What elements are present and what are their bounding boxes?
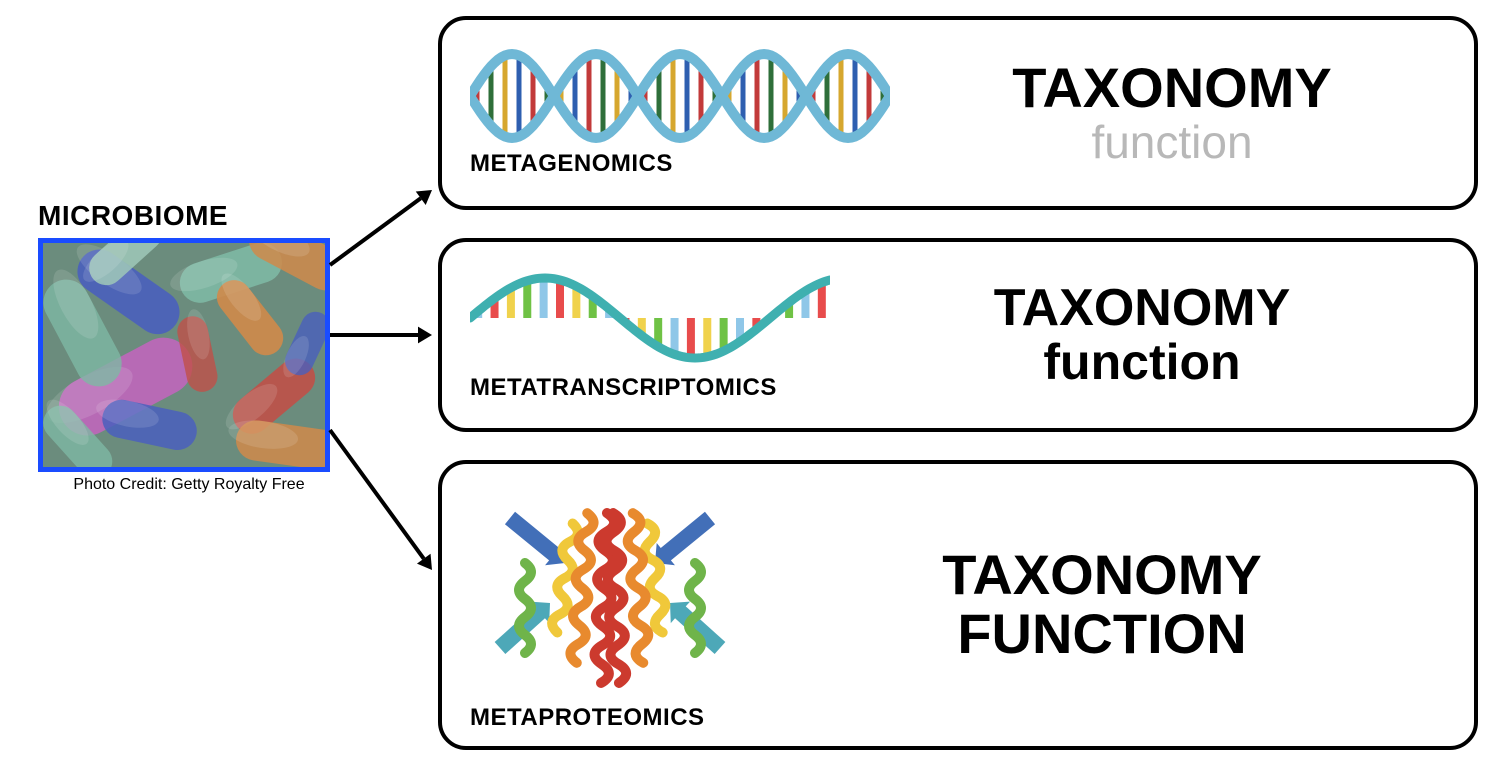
panel-metagenomics: METAGENOMICS TAXONOMYfunction <box>438 16 1478 210</box>
source-block: MICROBIOME Photo Credit: Getty Royalty F… <box>38 200 340 494</box>
panel-metatranscriptomics: METATRANSCRIPTOMICS TAXONOMYfunction <box>438 238 1478 432</box>
source-title: MICROBIOME <box>38 200 340 232</box>
metatranscriptomics-icon <box>470 268 830 368</box>
arrow-top <box>330 198 421 265</box>
panel-left: METAGENOMICS <box>470 48 910 178</box>
panel-left: METATRANSCRIPTOMICS <box>470 268 850 402</box>
panel-right: TAXONOMYfunction <box>850 281 1434 388</box>
function-label: function <box>1091 118 1252 166</box>
panel-left: METAPROTEOMICS <box>470 478 770 732</box>
panel-label: METATRANSCRIPTOMICS <box>470 374 777 402</box>
function-label: function <box>1043 336 1240 389</box>
microbiome-image <box>38 238 330 472</box>
arrow-bot-head <box>417 554 432 570</box>
metaproteomics-icon <box>470 478 750 698</box>
taxonomy-label: TAXONOMY <box>1012 59 1331 118</box>
arrow-top-head <box>416 190 432 205</box>
function-label: FUNCTION <box>957 605 1246 664</box>
panel-right: TAXONOMYfunction <box>910 59 1434 166</box>
panel-right: TAXONOMYFUNCTION <box>770 546 1434 664</box>
panel-metaproteomics: METAPROTEOMICS TAXONOMYFUNCTION <box>438 460 1478 750</box>
panel-label: METAPROTEOMICS <box>470 704 705 732</box>
photo-credit: Photo Credit: Getty Royalty Free <box>38 476 340 494</box>
taxonomy-label: TAXONOMY <box>994 281 1291 336</box>
panel-label: METAGENOMICS <box>470 150 673 178</box>
arrow-bot <box>330 430 424 559</box>
taxonomy-label: TAXONOMY <box>942 546 1261 605</box>
microbiome-illustration <box>43 243 325 467</box>
metagenomics-icon <box>470 48 890 144</box>
arrow-mid-head <box>418 327 432 344</box>
